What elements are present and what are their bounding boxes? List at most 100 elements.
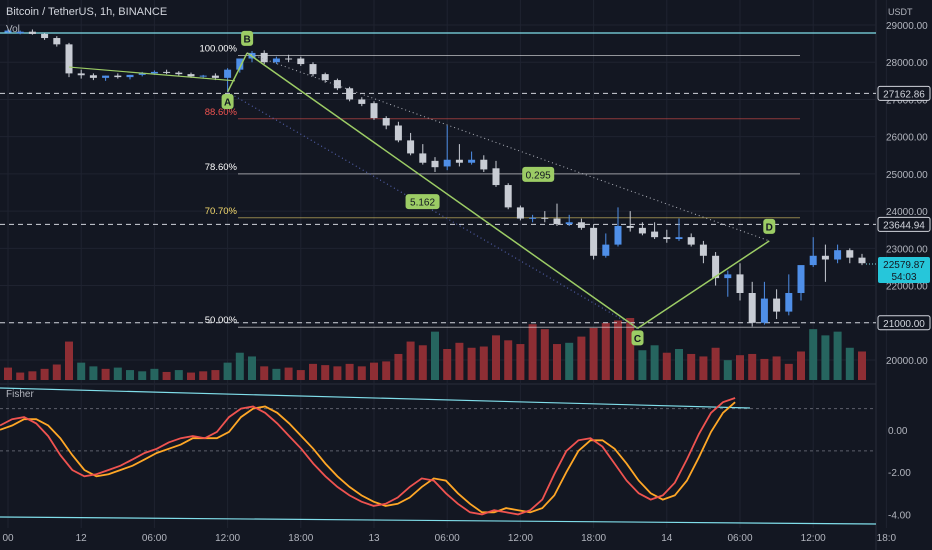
volume-bar	[382, 361, 391, 380]
candle-body	[77, 73, 85, 76]
fib-level-label: 88.60%	[205, 107, 238, 118]
volume-bar	[711, 347, 720, 380]
candle-body	[565, 222, 573, 225]
candle-body	[443, 159, 451, 167]
candle-body	[858, 257, 866, 264]
candle-body	[260, 52, 268, 63]
candle-body	[602, 244, 610, 256]
volume-bar	[784, 363, 793, 380]
volume-bar	[516, 344, 525, 380]
volume-bar	[345, 363, 354, 380]
price-tick-label: 26000.00	[886, 133, 928, 144]
volume-bar	[748, 353, 757, 380]
candle-body	[480, 159, 488, 170]
volume-bar	[504, 340, 513, 380]
candle-body	[297, 58, 305, 65]
currency-label: USDT	[888, 7, 913, 17]
volume-bar	[333, 366, 342, 380]
candle-body	[199, 75, 207, 77]
price-tick-label: 23000.00	[886, 244, 928, 255]
volume-bar	[418, 345, 427, 380]
candle-body	[394, 125, 402, 141]
candle-body	[821, 255, 829, 260]
candle-body	[614, 226, 622, 245]
price-tick-label: 20000.00	[886, 356, 928, 367]
candle-body	[687, 237, 695, 245]
pattern-leg-ab	[226, 52, 248, 93]
fib-level-label: 70.70%	[205, 206, 238, 217]
volume-bar	[113, 367, 122, 380]
volume-bar	[821, 335, 830, 380]
time-tick-label: 18:0	[877, 533, 897, 544]
volume-bar	[699, 356, 708, 380]
candle-body	[736, 274, 744, 293]
time-tick-label: 18:00	[288, 533, 313, 544]
price-tick-label: 22000.00	[886, 282, 928, 293]
candle-body	[651, 231, 659, 238]
fib-level-label: 78.60%	[205, 162, 238, 173]
candle-body	[529, 217, 537, 219]
candle-body	[712, 255, 720, 279]
ratio-label: 0.295	[526, 170, 551, 181]
volume-bar	[492, 335, 500, 380]
candle-body	[785, 293, 793, 312]
candle-body	[553, 218, 561, 225]
fisher-upper-trend-line	[0, 387, 751, 409]
volume-bar	[614, 320, 622, 380]
volume-bar	[126, 370, 134, 380]
candle-body	[577, 222, 585, 228]
volume-bar	[248, 356, 256, 380]
candle-body	[590, 227, 598, 256]
time-tick-label: 12:00	[801, 533, 826, 544]
candle-body	[285, 58, 293, 60]
volume-bar	[199, 371, 208, 380]
volume-bar	[162, 371, 171, 380]
candle-body	[309, 64, 317, 75]
volume-bar	[528, 324, 537, 380]
price-tick-label: 27000.00	[886, 95, 928, 106]
price-tick-label: 25000.00	[886, 170, 928, 181]
volume-bar	[101, 368, 110, 380]
volume-bar	[565, 342, 574, 380]
ratio-badge	[405, 194, 440, 210]
pattern-point-label: A	[224, 98, 231, 109]
volume-bar	[455, 342, 464, 380]
candle-body	[834, 250, 842, 260]
candle-body	[114, 75, 122, 78]
candle-body	[699, 244, 707, 256]
candle-body	[541, 217, 549, 219]
countdown-label: 54:03	[891, 272, 916, 283]
candle-body	[468, 159, 476, 163]
candle-body	[346, 88, 354, 100]
time-tick-label: 06:00	[727, 533, 752, 544]
volume-bar	[138, 371, 147, 380]
ratio-label: 5.162	[410, 198, 435, 209]
candle-body	[16, 31, 24, 34]
volume-bar	[370, 362, 378, 380]
volume-bar	[845, 347, 854, 380]
volume-bar	[235, 352, 244, 380]
price-axis-badge-label: 22579.87	[883, 260, 925, 271]
time-tick-label: 13	[368, 533, 380, 544]
volume-bar	[540, 329, 549, 380]
volume-bar	[431, 331, 439, 380]
volume-bar	[675, 349, 683, 380]
volume-bar	[650, 345, 659, 380]
pattern-point-badge	[763, 218, 776, 234]
price-axis-badge	[877, 216, 931, 232]
volume-bar	[174, 370, 183, 380]
volume-bar	[406, 341, 415, 380]
candle-body	[431, 160, 439, 168]
candle-body	[407, 140, 415, 154]
volume-bar	[479, 346, 488, 380]
time-tick-label: 14	[661, 533, 673, 544]
candle-body	[187, 74, 195, 77]
time-tick-label: 12:00	[215, 533, 240, 544]
pattern-leg-bc	[246, 52, 638, 329]
pattern-point-badge	[221, 94, 234, 109]
candle-body	[663, 237, 671, 240]
volume-bar	[577, 336, 586, 380]
volume-bar	[833, 331, 842, 380]
fisher-tick-label: -2.00	[888, 468, 911, 479]
